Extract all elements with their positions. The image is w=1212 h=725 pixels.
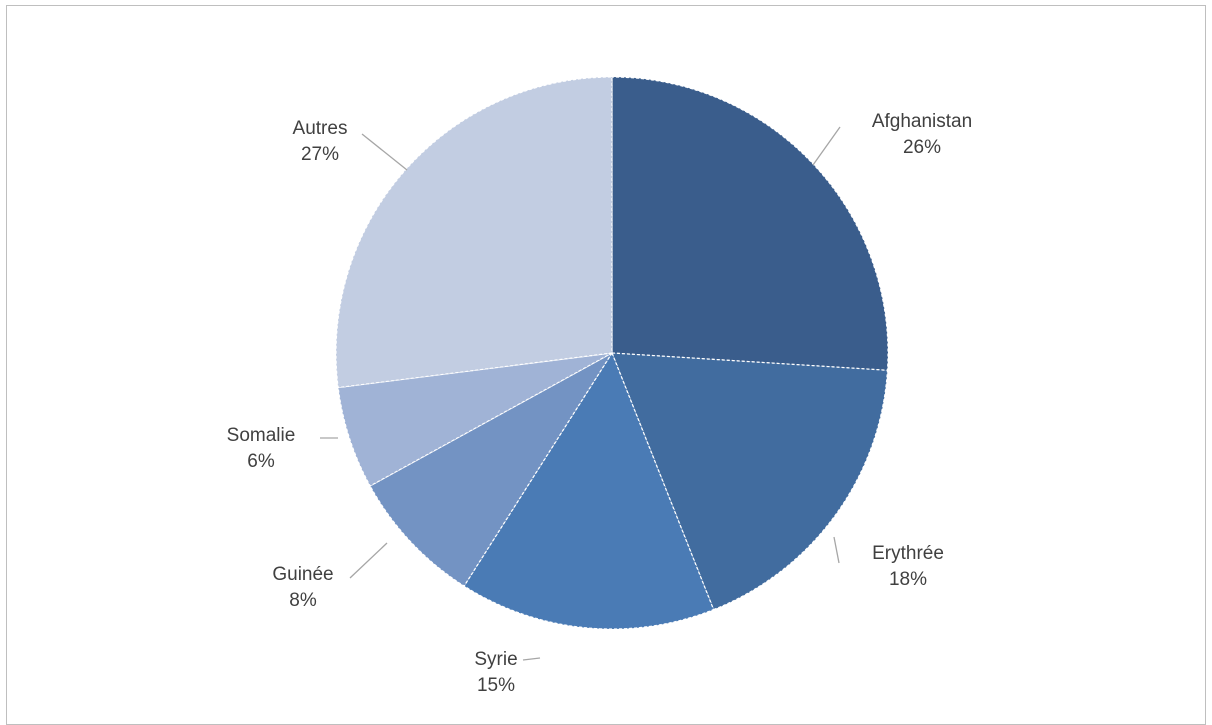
- pie-slice-syrie: [463, 351, 715, 630]
- leader-line: [522, 657, 541, 661]
- slice-label-value: 27%: [301, 144, 339, 165]
- pie-slice-guinee: [369, 352, 613, 587]
- leader-line: [349, 542, 388, 579]
- slice-labels: Afghanistan 26% Erythrée 18% Syrie 15% Guinée 8…: [227, 111, 973, 696]
- slice-label-value: 15%: [477, 675, 515, 696]
- slice-label-name: Somalie: [227, 425, 296, 446]
- leader-line: [812, 126, 841, 166]
- slice-label-value: 26%: [903, 137, 941, 158]
- leader-line: [361, 133, 408, 171]
- slice-label-value: 18%: [889, 569, 927, 590]
- slice-label-value: 6%: [247, 451, 275, 472]
- leader-lines: [320, 126, 841, 661]
- slice-label-value: 8%: [289, 590, 317, 611]
- pie-slice-somalie: [337, 352, 613, 487]
- slice-label-name: Autres: [293, 118, 348, 139]
- slice-label-name: Erythrée: [872, 543, 944, 564]
- pie-chart: Afghanistan 26% Erythrée 18% Syrie 15% Guinée 8…: [227, 76, 973, 696]
- leader-line: [833, 536, 840, 564]
- pie-slices: [335, 76, 889, 630]
- pie-slice-autres: [335, 76, 613, 389]
- slice-label-name: Syrie: [474, 649, 517, 670]
- pie-slice-erythree: [611, 352, 889, 611]
- slice-label-name: Guinée: [272, 564, 333, 585]
- pie-slice-afghanistan: [611, 76, 889, 371]
- slice-label-name: Afghanistan: [872, 111, 972, 132]
